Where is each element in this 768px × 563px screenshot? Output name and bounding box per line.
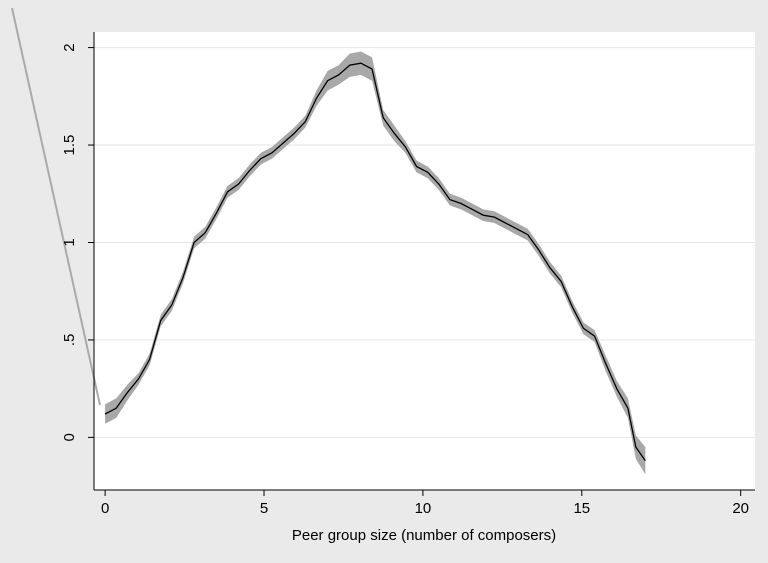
plot-area [94, 32, 755, 490]
y-tick-label: 0 [61, 433, 78, 441]
x-tick-label: 5 [260, 500, 268, 517]
x-tick-label: 20 [732, 500, 749, 517]
x-tick-label: 10 [415, 500, 432, 517]
y-tick-label: 1.5 [61, 135, 78, 156]
x-tick-label: 15 [573, 500, 590, 517]
x-tick-label: 0 [101, 500, 109, 517]
decoration-line [11, 7, 101, 406]
y-tick-label: .5 [61, 334, 78, 347]
line [104, 62, 646, 462]
x-axis-title: Peer group size (number of composers) [292, 527, 556, 544]
y-tick-label: 1 [61, 238, 78, 246]
y-tick-label: 2 [61, 43, 78, 51]
